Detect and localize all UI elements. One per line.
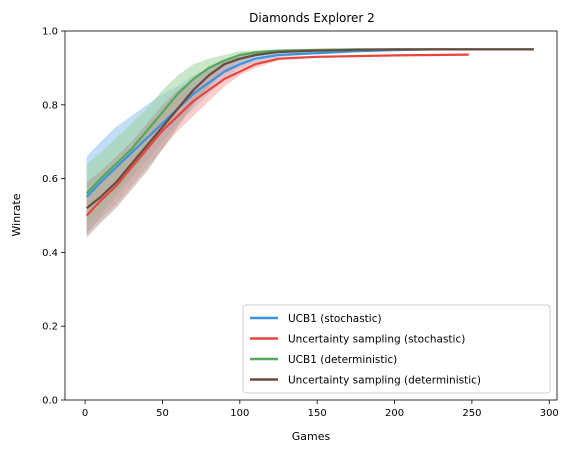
x-tick-label: 100	[230, 408, 249, 419]
y-tick-label: 0.6	[42, 174, 58, 185]
x-axis-label: Games	[292, 430, 331, 443]
chart-title: Diamonds Explorer 2	[249, 11, 375, 25]
x-axis-ticks: 0 50 100 150 200 250 300	[82, 400, 559, 419]
y-tick-label: 1.0	[42, 27, 58, 38]
legend-label-0: UCB1 (stochastic)	[288, 313, 382, 325]
y-tick-label: 0.8	[42, 100, 58, 111]
legend-label-1: Uncertainty sampling (stochastic)	[288, 334, 465, 346]
confidence-bands	[86, 49, 534, 238]
x-tick-label: 150	[308, 408, 327, 419]
y-tick-label: 0.0	[42, 396, 58, 407]
x-tick-label: 0	[82, 408, 88, 419]
x-tick-label: 200	[385, 408, 404, 419]
legend-label-3: Uncertainty sampling (deterministic)	[288, 375, 481, 387]
series-line-1	[85, 53, 469, 217]
plot-frame	[64, 30, 558, 401]
y-axis-label: Winrate	[10, 193, 23, 236]
series-line-3	[86, 48, 534, 209]
x-tick-label: 250	[462, 408, 481, 419]
series-line-2	[85, 48, 534, 195]
legend-box	[242, 304, 551, 394]
y-tick-label: 0.2	[42, 322, 58, 333]
y-axis-ticks: 0.0 0.2 0.4 0.6 0.8 1.0	[42, 27, 65, 407]
series-lines	[85, 48, 534, 217]
y-tick-label: 0.4	[42, 248, 58, 259]
x-tick-label: 300	[540, 408, 559, 419]
x-tick-label: 50	[156, 408, 169, 419]
legend-label-2: UCB1 (deterministic)	[288, 354, 397, 366]
confidence-band-3	[86, 49, 534, 238]
legend: UCB1 (stochastic) Uncertainty sampling (s…	[242, 304, 551, 394]
